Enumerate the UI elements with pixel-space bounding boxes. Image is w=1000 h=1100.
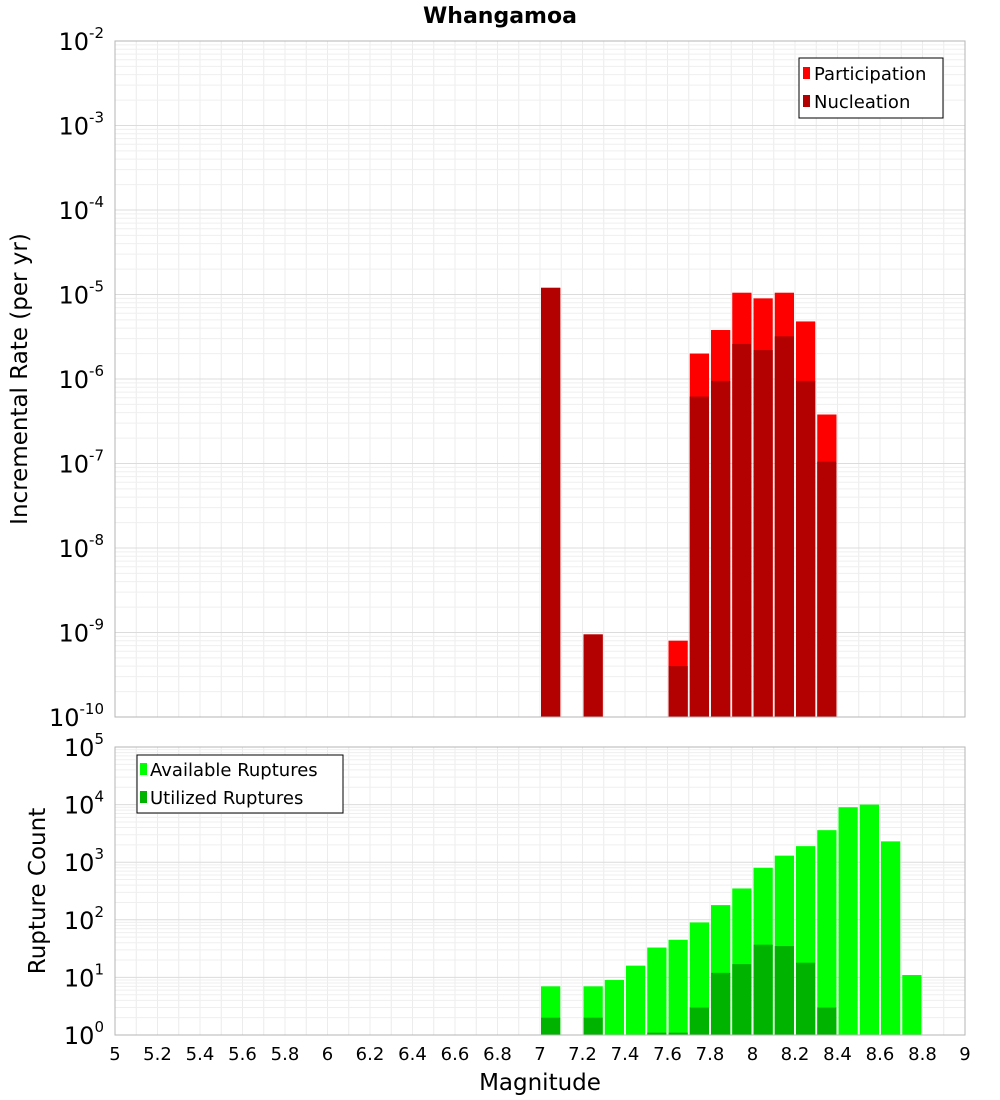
y-tick-label: 104 <box>64 788 104 820</box>
x-tick-label: 5.6 <box>228 1044 257 1065</box>
y-tick-label: 102 <box>64 903 104 935</box>
bar-available-ruptures <box>902 975 922 1035</box>
bar-nucleation <box>817 461 837 717</box>
y-tick-label: 10-2 <box>58 24 104 56</box>
y-tick-label: 10-8 <box>58 531 104 563</box>
x-ticks: 5 5.2 5.4 5.6 5.8 6 6.2 6.4 6.6 6.8 7 7.2 7.4 7.6 7.8 8… <box>109 1044 970 1065</box>
bar-available-ruptures <box>859 804 879 1035</box>
bar-available-ruptures <box>647 947 667 1035</box>
chart-title: Whangamoa <box>423 4 577 29</box>
bottom-legend: Available Ruptures Utilized Ruptures <box>136 754 344 814</box>
y-tick-label: 103 <box>64 845 104 877</box>
x-tick-label: 7.6 <box>653 1044 682 1065</box>
bar-available-ruptures <box>817 830 837 1035</box>
x-tick-label: 5 <box>109 1044 120 1065</box>
x-tick-label: 8 <box>747 1044 758 1065</box>
legend-swatch-utilized <box>140 791 147 803</box>
bar-nucleation <box>774 336 794 717</box>
x-tick-label: 6.2 <box>356 1044 385 1065</box>
x-tick-label: 7.2 <box>568 1044 597 1065</box>
bar-utilized-ruptures <box>774 946 794 1035</box>
y-tick-label: 10-10 <box>49 700 104 732</box>
bottom-bars <box>541 804 922 1035</box>
x-tick-label: 9 <box>959 1044 970 1065</box>
x-tick-label: 7.8 <box>696 1044 725 1065</box>
bar-available-ruptures <box>689 922 709 1035</box>
top-panel: 10-10 10-9 10-8 10-7 10-6 10-5 10-4 10-3 10-2 In… <box>7 24 966 732</box>
legend-swatch-nucleation <box>803 95 810 107</box>
bar-utilized-ruptures <box>711 972 731 1035</box>
bottom-legend-box <box>136 754 344 814</box>
legend-label-available: Available Ruptures <box>150 760 318 781</box>
bar-nucleation <box>668 666 688 717</box>
x-tick-label: 6.8 <box>483 1044 512 1065</box>
x-tick-label: 8.4 <box>823 1044 852 1065</box>
bar-available-ruptures <box>881 841 901 1035</box>
bar-utilized-ruptures <box>541 1017 561 1035</box>
bar-utilized-ruptures <box>583 1017 603 1035</box>
bar-available-ruptures <box>668 939 688 1035</box>
top-bars <box>541 287 837 717</box>
x-tick-label: 6.6 <box>441 1044 470 1065</box>
bottom-plot-border <box>114 746 966 1036</box>
y-tick-label: 10-3 <box>58 109 104 141</box>
y-tick-label: 10-6 <box>58 362 104 394</box>
x-tick-label: 8.6 <box>866 1044 895 1065</box>
top-legend: Participation Nucleation <box>798 57 944 119</box>
legend-swatch-participation <box>803 67 810 79</box>
bar-nucleation <box>583 634 603 717</box>
x-tick-label: 5.4 <box>186 1044 215 1065</box>
legend-label-utilized: Utilized Ruptures <box>150 788 303 809</box>
bar-utilized-ruptures <box>668 1032 688 1035</box>
y-tick-label: 10-4 <box>58 193 104 225</box>
top-y-axis-label: Incremental Rate (per yr) <box>7 233 33 525</box>
x-tick-label: 7 <box>534 1044 545 1065</box>
x-axis-label: Magnitude <box>479 1070 601 1096</box>
y-tick-label: 10-5 <box>58 278 104 310</box>
x-tick-label: 7.4 <box>611 1044 640 1065</box>
bar-nucleation <box>711 380 731 717</box>
bottom-y-axis-label: Rupture Count <box>25 808 51 974</box>
bar-available-ruptures <box>604 980 624 1035</box>
bar-utilized-ruptures <box>753 944 773 1035</box>
y-tick-label: 105 <box>64 730 104 762</box>
y-tick-label: 100 <box>64 1018 104 1050</box>
top-legend-box <box>798 57 944 119</box>
bar-utilized-ruptures <box>647 1032 667 1035</box>
bar-utilized-ruptures <box>817 1007 837 1035</box>
x-tick-label: 5.8 <box>271 1044 300 1065</box>
bar-nucleation <box>753 350 773 717</box>
x-tick-label: 8.2 <box>781 1044 810 1065</box>
bar-available-ruptures <box>626 965 646 1035</box>
bar-utilized-ruptures <box>689 1007 709 1035</box>
bar-nucleation <box>689 396 709 717</box>
bottom-panel: 100 101 102 103 104 105 5 5.2 5.4 5.6 5.8 6 6.2 6.4 6… <box>25 730 971 1096</box>
top-plot-border <box>114 40 966 718</box>
legend-swatch-available <box>140 763 147 775</box>
top-gridlines <box>114 41 966 718</box>
top-y-ticks: 10-10 10-9 10-8 10-7 10-6 10-5 10-4 10-3 10-2 <box>49 24 104 732</box>
bar-utilized-ruptures <box>732 964 752 1035</box>
legend-label-participation: Participation <box>814 64 926 85</box>
x-tick-label: 6 <box>322 1044 333 1065</box>
bar-nucleation <box>796 380 816 717</box>
bar-utilized-ruptures <box>796 962 816 1035</box>
bar-nucleation <box>541 287 561 717</box>
legend-label-nucleation: Nucleation <box>814 92 910 113</box>
bar-available-ruptures <box>838 807 858 1035</box>
y-tick-label: 10-7 <box>58 447 104 479</box>
x-tick-label: 8.8 <box>908 1044 937 1065</box>
bar-nucleation <box>732 343 752 717</box>
y-tick-label: 10-9 <box>58 616 104 648</box>
x-tick-label: 5.2 <box>143 1044 172 1065</box>
y-tick-label: 101 <box>64 960 104 992</box>
x-tick-label: 6.4 <box>398 1044 427 1065</box>
bottom-y-ticks: 100 101 102 103 104 105 <box>64 730 104 1050</box>
